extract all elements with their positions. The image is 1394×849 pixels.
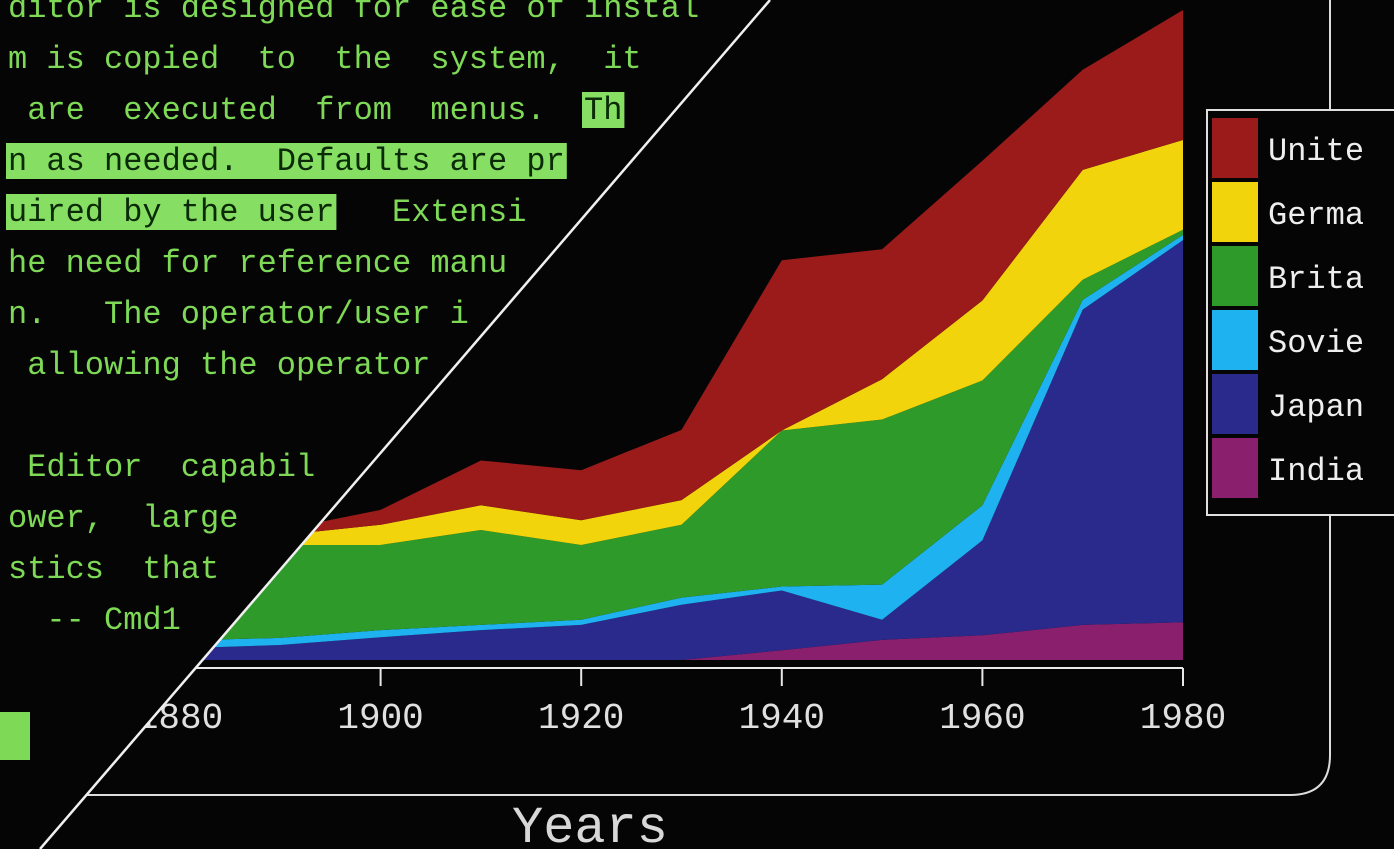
editor-text: allowing the operator — [8, 347, 430, 384]
screen: ditor is designed for ease of instal m is… — [0, 0, 1394, 849]
legend-label: Unite — [1268, 133, 1364, 170]
x-tick-label: 1900 — [337, 698, 423, 739]
editor-text: ditor is designed for ease of instal — [8, 0, 699, 27]
editor-text: n. The operator/user i — [8, 296, 469, 333]
legend-swatch — [1212, 310, 1258, 370]
legend-label: Germa — [1268, 197, 1364, 234]
editor-text: Editor capabil — [8, 449, 315, 486]
editor-text: uired by the user — [8, 194, 334, 231]
legend-swatch — [1212, 182, 1258, 242]
legend-label: India — [1268, 453, 1364, 490]
editor-text: n as needed. Defaults are pr — [8, 143, 565, 180]
legend-label: Brita — [1268, 261, 1364, 298]
legend-swatch — [1212, 118, 1258, 178]
x-tick-label: 1920 — [538, 698, 624, 739]
legend-swatch — [1212, 374, 1258, 434]
cursor-block — [0, 712, 30, 760]
editor-text: -- Cmd1 — [8, 602, 181, 639]
editor-text: Extensi — [334, 194, 526, 231]
x-tick-label: 1940 — [739, 698, 825, 739]
editor-text: ower, large — [8, 500, 238, 537]
legend-swatch — [1212, 246, 1258, 306]
legend-swatch — [1212, 438, 1258, 498]
editor-text: m is copied to the system, it — [8, 41, 642, 78]
x-axis-label: Years — [512, 799, 668, 849]
editor-text: are executed from menus. — [8, 92, 584, 129]
editor-text: he need for reference manu — [8, 245, 507, 282]
editor-text: stics that — [8, 551, 219, 588]
legend-label: Japan — [1268, 389, 1364, 426]
editor-text: Th — [584, 92, 622, 129]
x-tick-label: 1960 — [939, 698, 1025, 739]
legend-label: Sovie — [1268, 325, 1364, 362]
x-tick-label: 1980 — [1140, 698, 1226, 739]
